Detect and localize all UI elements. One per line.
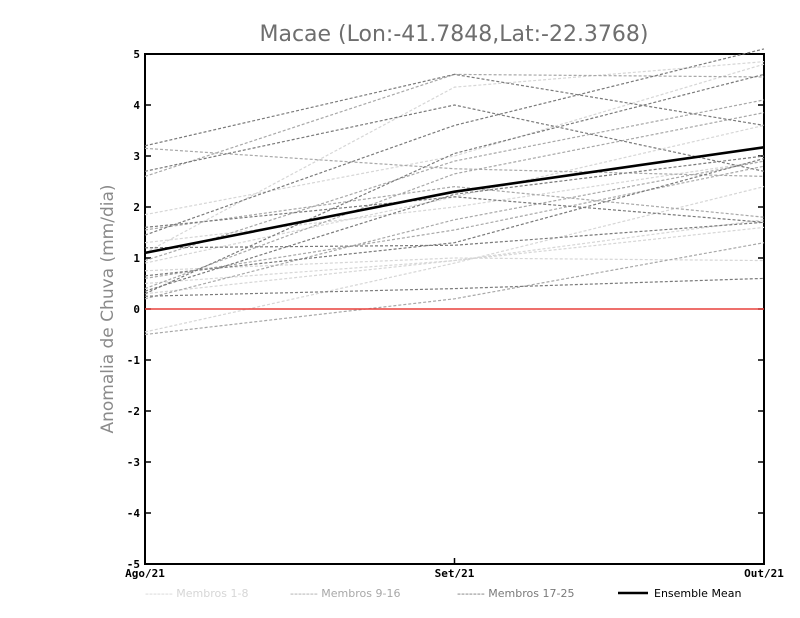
legend-item: ------- Membros 17-25 — [457, 587, 574, 600]
x-tick-label: Out/21 — [744, 567, 784, 580]
x-tick-label: Set/21 — [435, 567, 475, 580]
member-series-line — [144, 104, 765, 172]
y-tick-label: 4 — [133, 99, 140, 112]
y-tick-label: 5 — [133, 48, 140, 61]
member-series-line — [144, 185, 765, 231]
x-tick-label: Ago/21 — [125, 567, 165, 580]
chart-title: Macae (Lon:-41.7848,Lat:-22.3768) — [259, 22, 648, 47]
member-series-line — [144, 48, 765, 236]
ensemble-mean-line — [144, 146, 765, 255]
legend-item: Ensemble Mean — [654, 587, 741, 600]
member-series-line — [144, 155, 765, 292]
y-tick-label: -4 — [127, 507, 141, 520]
member-series-line — [144, 99, 765, 262]
member-series-line — [144, 61, 765, 254]
member-series-line — [144, 257, 765, 272]
member-series-line — [144, 277, 765, 297]
y-tick-label: -5 — [127, 558, 140, 571]
y-tick-label: 2 — [133, 201, 140, 214]
legend-item: ------- Membros 9-16 — [290, 587, 400, 600]
member-series-line — [144, 147, 765, 177]
member-series-line — [144, 221, 765, 249]
y-tick-label: 0 — [133, 303, 140, 316]
legend: ------- Membros 1-8 ------- Membros 9-16 -… — [145, 587, 741, 600]
y-tick-label: -2 — [127, 405, 140, 418]
member-series-line — [144, 73, 765, 147]
y-tick-label: 1 — [133, 252, 140, 265]
y-tick-label: -1 — [127, 354, 141, 367]
member-series-line — [144, 157, 765, 277]
y-tick-label: 3 — [133, 150, 140, 163]
member-series-line — [144, 196, 765, 228]
y-tick-label: -3 — [127, 456, 140, 469]
member-series-line — [144, 160, 765, 244]
member-series-line — [144, 73, 765, 295]
y-axis-label: Anomalia de Chuva (mm/dia) — [98, 184, 118, 433]
member-series-line — [144, 242, 765, 336]
member-series-line — [144, 219, 765, 295]
member-series-line — [144, 160, 765, 300]
member-series-line — [144, 63, 765, 216]
legend-item: ------- Membros 1-8 — [145, 587, 248, 600]
member-series-line — [144, 112, 765, 290]
